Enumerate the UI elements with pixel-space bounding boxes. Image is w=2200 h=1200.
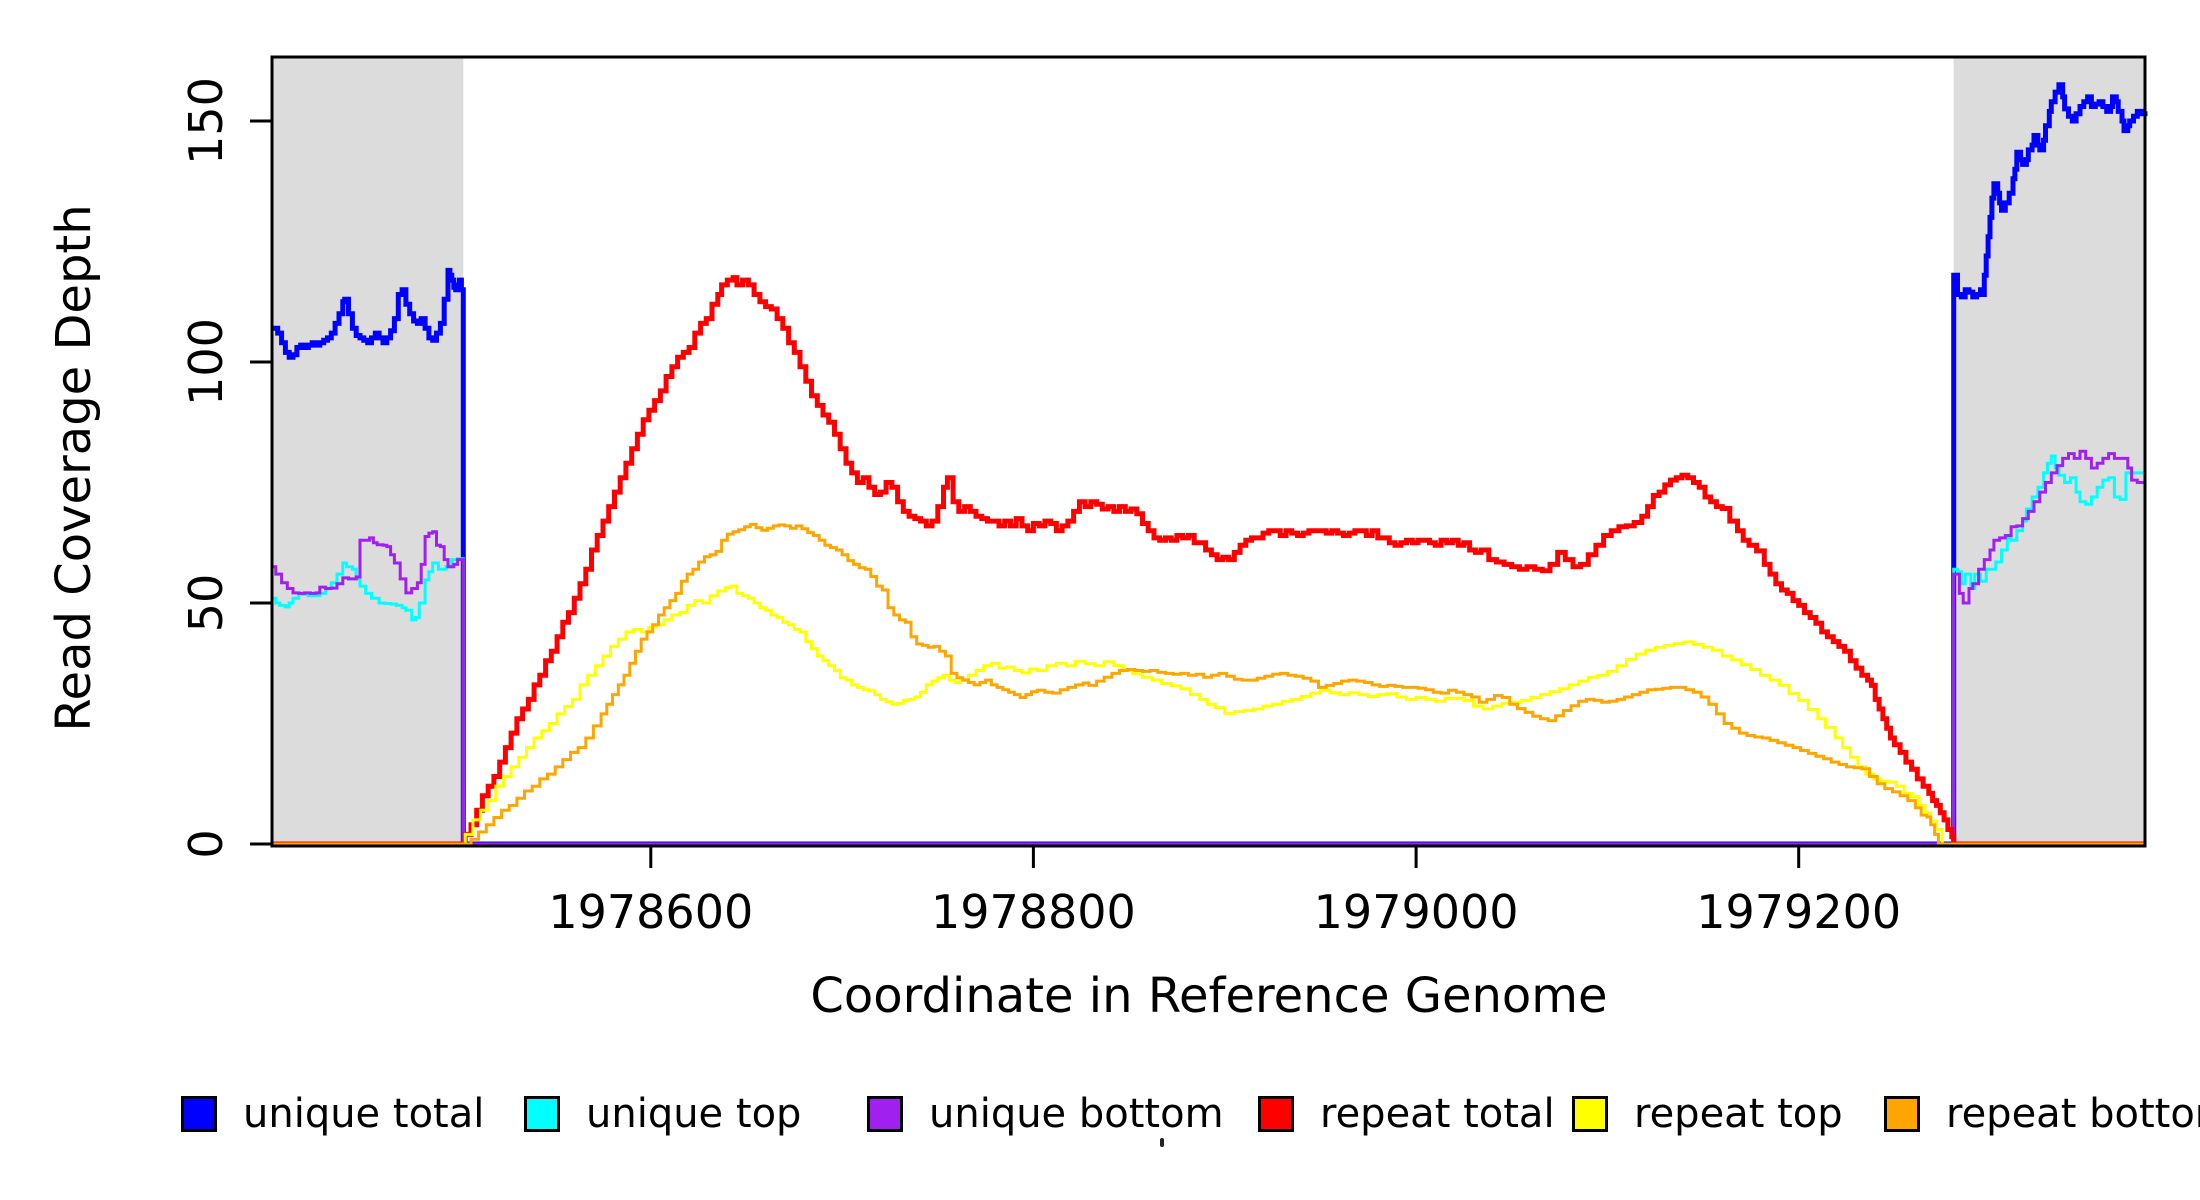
repeat-total-swatch-icon xyxy=(1258,1096,1294,1132)
plot-border xyxy=(270,55,2147,848)
unique-top-swatch-icon xyxy=(524,1096,560,1132)
y-tick-label: 0 xyxy=(179,829,233,858)
unique-total-swatch-icon xyxy=(181,1096,217,1132)
left-flank-shaded-region xyxy=(272,57,464,846)
y-tick-label: 100 xyxy=(179,318,233,406)
x-tick-label: 1979200 xyxy=(1696,885,1901,939)
legend-label: unique total xyxy=(243,1091,485,1137)
y-tick-label: 150 xyxy=(179,77,233,165)
x-tick-label: 1979000 xyxy=(1314,885,1519,939)
legend-item-repeat-bottom: repeat bottom xyxy=(1884,1091,2200,1137)
legend-label: unique bottom xyxy=(929,1091,1224,1137)
unique-bottom-swatch-icon xyxy=(867,1096,903,1132)
legend-item-unique-total: unique total xyxy=(181,1091,485,1137)
series-repeat-total xyxy=(272,275,2145,847)
legend-item-repeat-top: repeat top xyxy=(1572,1091,1843,1137)
legend-label: repeat bottom xyxy=(1946,1091,2200,1137)
series-repeat-bottom xyxy=(272,522,2145,846)
legend-item-unique-bottom: unique bottom xyxy=(867,1091,1224,1137)
right-flank-shaded-region xyxy=(1953,57,2145,846)
legend-label: repeat total xyxy=(1320,1091,1555,1137)
legend-label: repeat top xyxy=(1634,1091,1843,1137)
series-repeat-top xyxy=(272,584,2145,846)
y-axis-title: Read Coverage Depth xyxy=(46,204,102,731)
repeat-bottom-swatch-icon xyxy=(1884,1096,1920,1132)
x-tick-label: 1978800 xyxy=(931,885,1136,939)
x-tick-label: 1978600 xyxy=(548,885,753,939)
y-tick-label: 50 xyxy=(179,574,233,633)
x-axis-title: Coordinate in Reference Genome xyxy=(810,968,1607,1024)
legend-item-repeat-total: repeat total xyxy=(1258,1091,1555,1137)
stray-dot xyxy=(1160,1138,1164,1147)
series-unique-total xyxy=(272,82,2148,847)
series-unique-bottom xyxy=(272,449,2145,846)
legend-item-unique-top: unique top xyxy=(524,1091,802,1137)
series-lines xyxy=(272,82,2148,847)
legend-label: unique top xyxy=(586,1091,802,1137)
repeat-top-swatch-icon xyxy=(1572,1096,1608,1132)
shaded-regions xyxy=(272,57,2145,846)
axis-ticks: 1978600 1978800 1979000 1979200 0 50 100 150 xyxy=(179,77,1901,939)
